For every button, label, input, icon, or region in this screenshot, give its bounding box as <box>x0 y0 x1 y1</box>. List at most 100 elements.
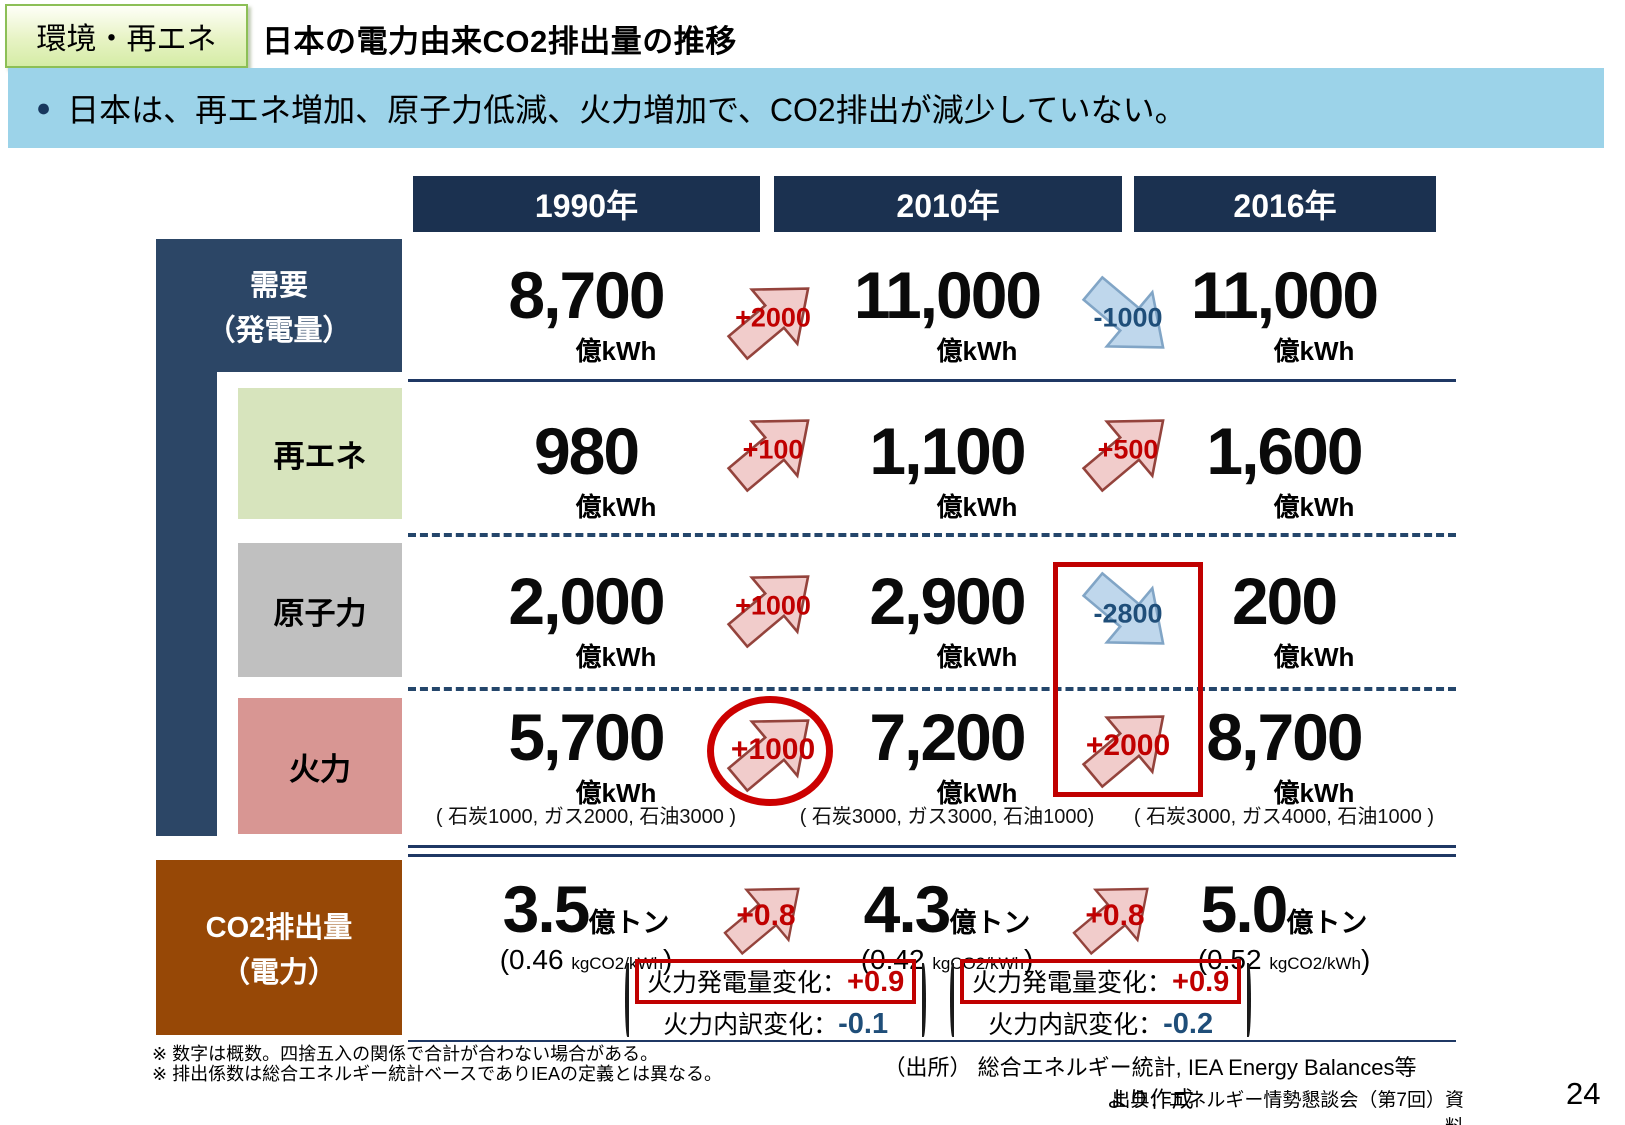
value-number: 2,900 <box>869 564 1026 638</box>
value-number: 11,000 <box>853 258 1042 332</box>
value-number: 2,000 <box>508 564 665 638</box>
category-tag: 環境・再エネ <box>5 4 248 68</box>
callout-value: +0.9 <box>1172 966 1230 998</box>
arrow-up-icon <box>723 887 800 956</box>
demand-bracket-bar <box>156 372 217 836</box>
arrow-up-icon <box>726 419 810 493</box>
unit-label: 億kWh <box>575 642 657 672</box>
unit-label: 億kWh <box>1273 778 1355 808</box>
fuel-breakdown-2010: ( 石炭3000, ガス3000, 石油1000) <box>799 806 1095 828</box>
footnotes: ※ 数字は概数。四捨五入の関係で合計が合わない場合がある。 ※ 排出係数は総合エ… <box>152 1044 722 1084</box>
change-arrow-nuclear-1: +1000 <box>721 554 825 658</box>
arrow-up-icon <box>1081 419 1165 493</box>
unit-label: 億トン <box>949 908 1031 938</box>
row-label-nuclear: 原子力 <box>238 543 402 677</box>
value-thermal-2016: 8,700 億kWh <box>1144 704 1424 810</box>
intensity-unit: kgCO2/kWh <box>571 954 663 973</box>
intensity-unit: kgCO2/kWh <box>1269 954 1361 973</box>
value-demand-2016: 11,000 億kWh <box>1144 262 1424 368</box>
footnote-line: ※ 排出係数は総合エネルギー統計ベースでありIEAの定義とは異なる。 <box>152 1064 723 1084</box>
key-message-text: 日本は、再エネ増加、原子力低減、火力増加で、CO2排出が減少していない。 <box>67 92 1187 128</box>
value-number: 1,600 <box>1206 414 1363 488</box>
value-thermal-1990: 5,700 億kWh <box>446 704 726 810</box>
callout-value: +0.9 <box>847 966 905 998</box>
source-line: （出所） 総合エネルギー統計, IEA Energy Balances等より作成 <box>883 1055 1417 1112</box>
unit-label: 億kWh <box>575 492 657 522</box>
intensity-unit: kgCO2/kWh <box>932 954 1024 973</box>
change-arrow-demand-1: +2000 <box>721 266 825 370</box>
right-paren <box>922 963 927 1037</box>
change-arrow-thermal-2: +2000 <box>1076 694 1180 798</box>
co2-amount: 4.3億トン <box>782 876 1112 942</box>
row-label-co2: CO2排出量 （電力） <box>156 860 402 1035</box>
unit-label: 億kWh <box>1273 492 1355 522</box>
page-number: 24 <box>1566 1076 1601 1111</box>
separator-dashed-2 <box>408 687 1456 691</box>
key-message-banner: ● 日本は、再エネ増加、原子力低減、火力増加で、CO2排出が減少していない。 <box>8 68 1604 148</box>
red-box-annotation <box>1053 562 1203 797</box>
unit-label: 億kWh <box>575 336 657 366</box>
callout-line2: 火力内訳変化：-0.2 <box>988 1005 1213 1041</box>
row-label-thermal: 火力 <box>238 698 402 834</box>
separator-double <box>408 845 1456 857</box>
callout-body: 火力発電量変化：+0.9 火力内訳変化：-0.2 <box>954 959 1247 1040</box>
value-co2-1990: 3.5億トン (0.46 kgCO2/kWh) <box>421 876 751 976</box>
value-renewables-1990: 980 億kWh <box>446 418 726 524</box>
value-demand-1990: 8,700 億kWh <box>446 262 726 368</box>
unit-label: 億kWh <box>1273 642 1355 672</box>
page-title: 日本の電力由来CO2排出量の推移 <box>262 24 737 59</box>
value-number: 8,700 <box>508 258 665 332</box>
arrow-down-icon <box>1081 275 1165 349</box>
value-nuclear-2010: 2,900 億kWh <box>807 568 1087 674</box>
callout-line1: 火力発電量変化：+0.9 <box>960 959 1242 1004</box>
unit-label: 億kWh <box>936 336 1018 366</box>
value-nuclear-2016: 200 億kWh <box>1144 568 1424 674</box>
unit-label: 億トン <box>588 908 670 938</box>
value-demand-2010: 11,000 億kWh <box>807 262 1087 368</box>
intensity-close: ) <box>1360 944 1371 975</box>
arrow-up-icon <box>726 575 810 649</box>
row-label-co2-line2: （電力） <box>220 957 337 989</box>
change-value: +2000 <box>1085 729 1171 762</box>
callout-label: 火力発電量変化： <box>972 969 1173 997</box>
callout-line1: 火力発電量変化：+0.9 <box>635 959 917 1004</box>
value-number: 8,700 <box>1206 700 1363 774</box>
change-arrow-co2-1: +0.8 <box>718 868 814 964</box>
value-number: 1,100 <box>869 414 1026 488</box>
co2-amount: 5.0億トン <box>1119 876 1449 942</box>
value-number: 200 <box>1231 564 1338 638</box>
change-value: +1000 <box>735 590 811 621</box>
value-number: 5.0 <box>1200 872 1289 946</box>
change-arrow-renewables-1: +100 <box>721 398 825 502</box>
bullet-icon: ● <box>36 93 52 122</box>
unit-label: 億kWh <box>936 492 1018 522</box>
change-value: +0.8 <box>736 899 796 932</box>
value-number: 4.3 <box>863 872 952 946</box>
unit-label: 億トン <box>1286 908 1368 938</box>
year-header-1990: 1990年 <box>413 176 760 232</box>
value-renewables-2010: 1,100 億kWh <box>807 418 1087 524</box>
value-nuclear-1990: 2,000 億kWh <box>446 568 726 674</box>
co2-amount: 3.5億トン <box>421 876 751 942</box>
callout-co2-change-2: 火力発電量変化：+0.9 火力内訳変化：-0.2 <box>950 959 1252 1040</box>
row-label-co2-line1: CO2排出量 <box>205 912 353 944</box>
callout-value: -0.1 <box>838 1008 889 1040</box>
unit-label: 億kWh <box>575 778 657 808</box>
value-thermal-2010: 7,200 億kWh <box>807 704 1087 810</box>
change-arrow-demand-2: -1000 <box>1076 266 1180 370</box>
callout-label: 火力内訳変化： <box>988 1011 1164 1039</box>
change-value: +100 <box>742 434 804 465</box>
change-value: +0.8 <box>1085 899 1145 932</box>
red-circle-annotation <box>707 696 833 806</box>
callout-co2-change-1: 火力発電量変化：+0.9 火力内訳変化：-0.1 <box>625 959 927 1040</box>
value-number: 5,700 <box>508 700 665 774</box>
arrow-up-icon <box>726 287 810 361</box>
row-label-demand-line1: 需要 <box>249 270 308 302</box>
fuel-breakdown-1990: ( 石炭1000, ガス2000, 石油3000 ) <box>435 806 737 828</box>
year-header-2016: 2016年 <box>1134 176 1436 232</box>
change-value: +500 <box>1097 434 1159 465</box>
year-header-2010: 2010年 <box>774 176 1122 232</box>
arrow-up-icon <box>1081 715 1165 789</box>
footnote-line: ※ 数字は概数。四捨五入の関係で合計が合わない場合がある。 <box>152 1044 659 1064</box>
unit-label: 億kWh <box>936 642 1018 672</box>
